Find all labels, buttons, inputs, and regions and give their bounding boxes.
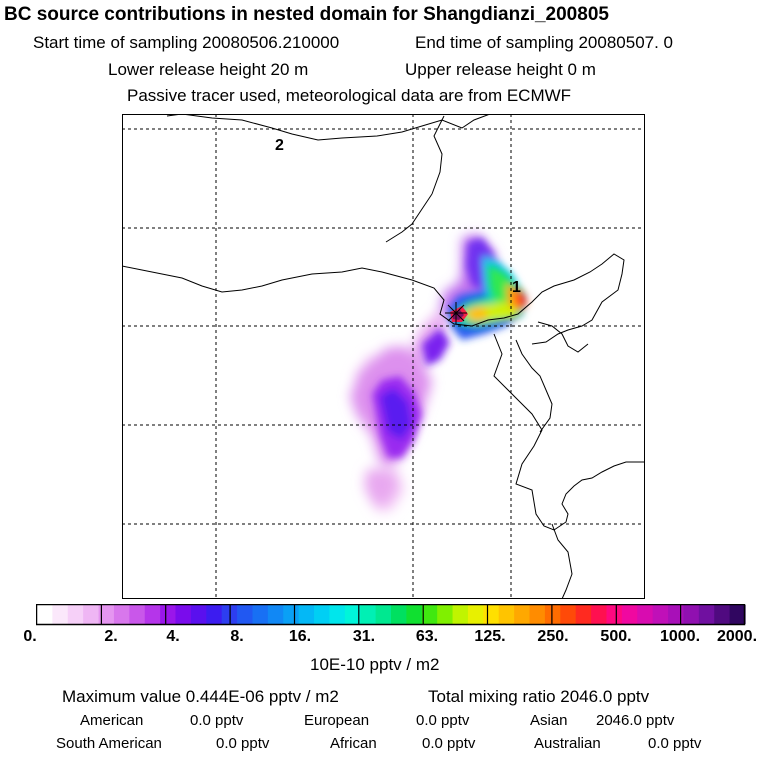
colorbar-tick-label: 250. [537, 628, 569, 645]
colorbar-cell [437, 605, 454, 624]
lower-height-label: Lower release height 20 m [108, 60, 309, 79]
region-name: South American [56, 735, 162, 752]
colorbar-tick-label: 1000. [659, 628, 701, 645]
region-name: Australian [534, 735, 601, 752]
region-value: 0.0 pptv [190, 712, 244, 729]
colorbar-cell [298, 605, 315, 624]
colorbar-cell [329, 605, 346, 624]
colorbar-tick-label: 63. [415, 628, 439, 645]
upper-height-label: Upper release height 0 m [405, 60, 596, 79]
colorbar-tick-label: 8. [230, 628, 244, 645]
colorbar-cell [575, 605, 592, 624]
colorbar-cell [621, 605, 638, 624]
total-mixing-ratio-label: Total mixing ratio 2046.0 pptv [428, 687, 650, 706]
colorbar-cell [360, 605, 377, 624]
colorbar-tick-label: 2000. [716, 628, 758, 645]
colorbar-cell [206, 605, 223, 624]
colorbar-cell [560, 605, 577, 624]
colorbar-cell [375, 605, 392, 624]
region-name: American [80, 712, 144, 729]
colorbar-cell [113, 605, 130, 624]
colorbar-cell [52, 605, 69, 624]
colorbar-cells [37, 605, 746, 624]
colorbar-cell [283, 605, 300, 624]
marker-label-2: 2 [275, 137, 284, 154]
region-name: European [304, 712, 370, 729]
colorbar-tick-label: 500. [600, 628, 632, 645]
colorbar-cell [652, 605, 669, 624]
colorbar-frame [36, 604, 746, 626]
end-time-label: End time of sampling 20080507. 0 [415, 33, 674, 52]
colorbar-tick-label: 2. [104, 628, 118, 645]
region-name: African [330, 735, 377, 752]
colorbar-cell [514, 605, 531, 624]
marker-label-1: 1 [512, 279, 521, 296]
colorbar-cell [237, 605, 254, 624]
map-frame [122, 114, 645, 599]
colorbar-cell [606, 605, 623, 624]
region-value: 0.0 pptv [422, 735, 476, 752]
colorbar-cell [544, 605, 561, 624]
colorbar-cell [637, 605, 654, 624]
colorbar-tick-label: 31. [352, 628, 376, 645]
colorbar-cell [529, 605, 546, 624]
colorbar-tick-label: 4. [166, 628, 180, 645]
start-time-label: Start time of sampling 20080506.210000 [33, 33, 340, 52]
colorbar-cell [267, 605, 284, 624]
colorbar-cell [344, 605, 361, 624]
colorbar-cell [668, 605, 685, 624]
colorbar-cell [252, 605, 269, 624]
colorbar-cell [37, 605, 53, 624]
colorbar-cell [129, 605, 146, 624]
colorbar-cell [67, 605, 84, 624]
colorbar-tick-label: 125. [474, 628, 506, 645]
graticule [122, 114, 645, 599]
colorbar-cell [175, 605, 192, 624]
colorbar-cell [683, 605, 700, 624]
plot-title: BC source contributions in nested domain… [4, 4, 609, 25]
receptor-site-marker [445, 302, 467, 324]
colorbar-cell [483, 605, 500, 624]
region-name: Asian [530, 712, 568, 729]
tracer-info-label: Passive tracer used, meteorological data… [127, 86, 572, 105]
colorbar-cell [83, 605, 100, 624]
colorbar-cell [714, 605, 731, 624]
coastlines [122, 114, 644, 599]
colorbar-cell [591, 605, 608, 624]
region-value: 0.0 pptv [648, 735, 702, 752]
colorbar-cell [698, 605, 715, 624]
colorbar-cell [144, 605, 161, 624]
region-value: 0.0 pptv [416, 712, 470, 729]
colorbar [36, 604, 746, 626]
colorbar-cell [498, 605, 515, 624]
region-value: 2046.0 pptv [596, 712, 675, 729]
colorbar-cell [467, 605, 484, 624]
maximum-value-label: Maximum value 0.444E-06 pptv / m2 [62, 687, 339, 706]
colorbar-cell [406, 605, 423, 624]
colorbar-cell [421, 605, 438, 624]
colorbar-cell [452, 605, 469, 624]
colorbar-tick-label: 0. [23, 628, 37, 645]
colorbar-tick-label: 16. [288, 628, 312, 645]
colorbar-cell [160, 605, 177, 624]
colorbar-cell [729, 605, 746, 624]
colorbar-cell [314, 605, 331, 624]
region-value: 0.0 pptv [216, 735, 270, 752]
colorbar-cell [391, 605, 407, 624]
colorbar-cell [190, 605, 207, 624]
colorbar-cell [98, 605, 115, 624]
colorbar-unit-label: 10E-10 pptv / m2 [310, 655, 440, 674]
map-panel: 1 2 [122, 114, 645, 599]
